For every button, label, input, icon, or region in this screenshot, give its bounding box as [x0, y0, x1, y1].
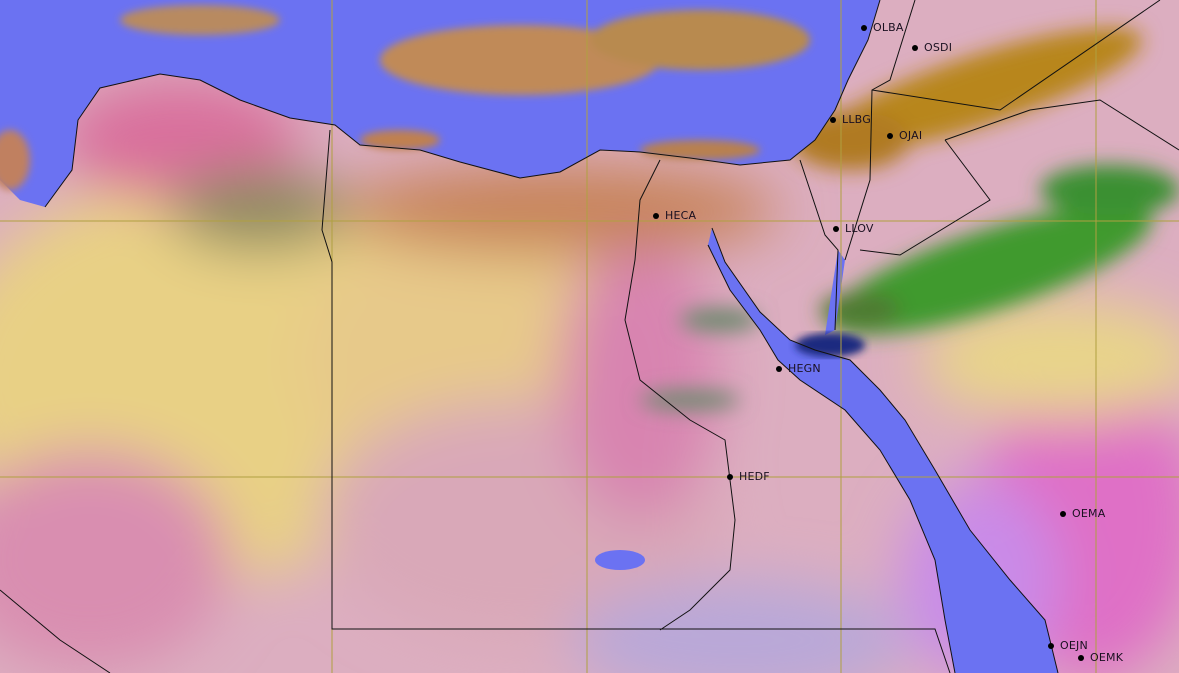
station-label: HEGN — [788, 362, 821, 375]
cloud-dust-blobs — [640, 27, 1179, 410]
station-dot-icon — [1048, 642, 1054, 649]
station-marker[interactable]: HECA — [653, 209, 696, 222]
station-marker[interactable]: OLBA — [861, 21, 904, 34]
station-label: LLBG — [842, 113, 871, 126]
station-dot-icon — [727, 473, 733, 480]
station-dot-icon — [1060, 510, 1066, 517]
station-marker[interactable]: HEGN — [776, 362, 821, 375]
station-marker[interactable]: OEJN — [1048, 639, 1088, 652]
lake-nasser — [595, 550, 645, 570]
station-dot-icon — [830, 116, 836, 123]
station-label: HEDF — [739, 470, 770, 483]
station-dot-icon — [1078, 654, 1084, 661]
station-marker[interactable]: OEMK — [1078, 651, 1123, 664]
station-label: OSDI — [924, 41, 953, 54]
station-marker[interactable]: OEMA — [1060, 507, 1105, 520]
station-marker[interactable]: LLBG — [830, 113, 871, 126]
station-marker[interactable]: OJAI — [887, 129, 922, 142]
station-dot-icon — [833, 225, 839, 232]
red-sea — [708, 228, 1058, 673]
station-dot-icon — [861, 24, 867, 31]
station-label: OLBA — [873, 21, 904, 34]
station-label: LLOV — [845, 222, 874, 235]
station-marker[interactable]: LLOV — [833, 222, 874, 235]
station-dot-icon — [887, 132, 893, 139]
station-marker[interactable]: OSDI — [912, 41, 952, 54]
station-label: OEMA — [1072, 507, 1106, 520]
station-label: OJAI — [899, 129, 923, 142]
station-marker[interactable]: HEDF — [727, 470, 770, 483]
station-label: OEJN — [1060, 639, 1088, 652]
cloud-over-gulf — [795, 333, 865, 357]
station-dot-icon — [653, 212, 659, 219]
station-dot-icon — [912, 44, 918, 51]
gulf-of-aqaba — [825, 250, 845, 335]
station-dot-icon — [776, 365, 782, 372]
station-label: OEMK — [1090, 651, 1124, 664]
sea-dust-patches — [0, 5, 810, 190]
station-label: HECA — [665, 209, 697, 222]
